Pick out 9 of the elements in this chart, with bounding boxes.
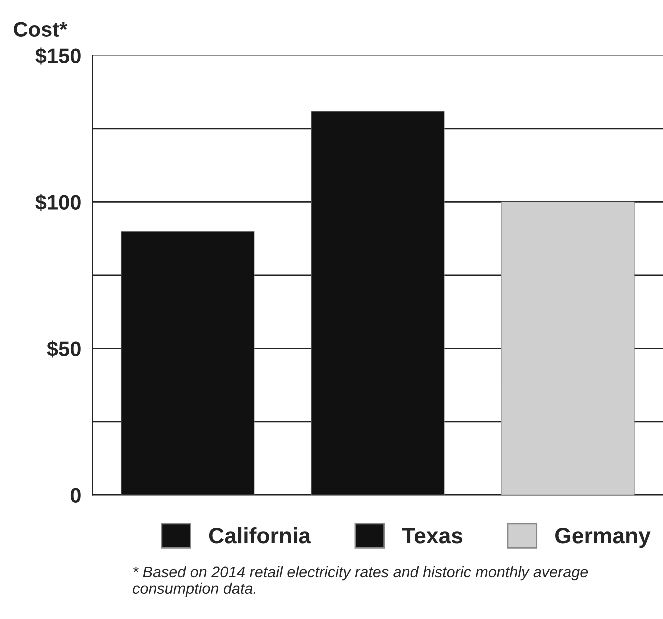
y-axis-title: Cost* [14, 22, 68, 37]
y-tick-label: 0 [70, 488, 81, 503]
legend-label: Texas [402, 528, 463, 544]
y-tick-label: $150 [36, 48, 81, 65]
legend-label: Germany [556, 528, 651, 548]
legend-label: California [209, 527, 312, 544]
text: * Based on 2014 retail electricity rates and historic monthly average consumption data. [133, 566, 588, 598]
y-tick-label: $100 [36, 194, 81, 212]
y-tick-label: $50 [47, 340, 81, 358]
